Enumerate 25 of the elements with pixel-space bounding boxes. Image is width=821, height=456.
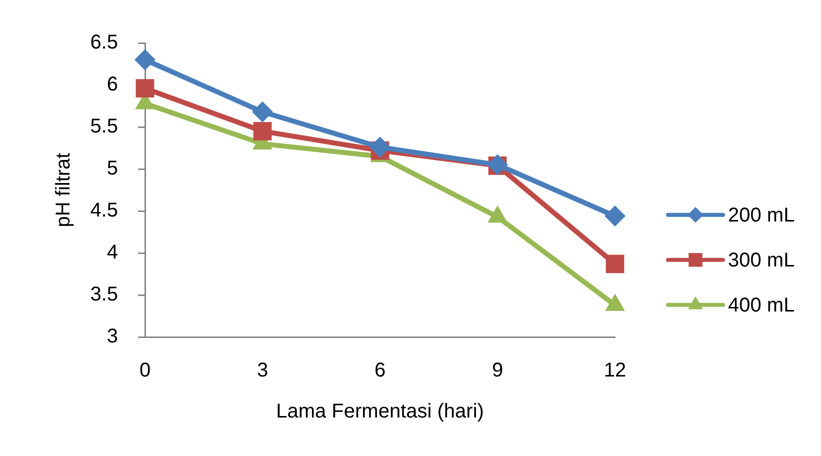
y-tick-label: 6 xyxy=(106,74,118,96)
x-tick-label: 6 xyxy=(374,360,386,382)
x-axis-title: Lama Fermentasi (hari) xyxy=(276,400,484,423)
y-tick-label: 5.5 xyxy=(90,116,118,138)
point xyxy=(134,49,156,70)
point xyxy=(606,254,624,274)
x-tick-label: 0 xyxy=(139,360,151,382)
y-tick-label: 6.5 xyxy=(90,32,118,54)
x-tick-label: 12 xyxy=(604,360,626,382)
legend-label: 200 mL xyxy=(728,204,795,226)
point xyxy=(253,122,272,140)
point xyxy=(252,101,273,122)
x-tick-label: 9 xyxy=(492,360,504,382)
y-tick-label: 5 xyxy=(106,158,118,180)
point xyxy=(136,79,154,98)
y-axis-title: pH filtrat xyxy=(52,152,75,228)
y-tick-label: 4 xyxy=(106,242,118,264)
y-tick-label: 3 xyxy=(106,326,118,348)
point xyxy=(370,136,390,158)
legend-label: 400 mL xyxy=(728,294,795,316)
x-tick-label: 3 xyxy=(256,360,268,382)
y-tick-label: 4.5 xyxy=(90,200,118,222)
legend-label: 300 mL xyxy=(728,249,795,272)
y-tick-label: 3.5 xyxy=(90,284,118,306)
point xyxy=(604,206,626,227)
